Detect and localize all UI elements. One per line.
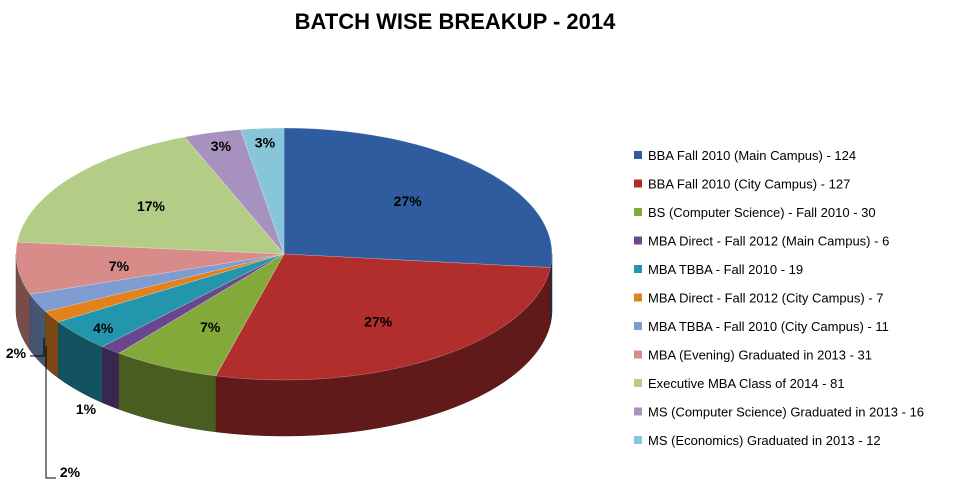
legend-label-5: MBA Direct - Fall 2012 (City Campus) - 7: [648, 291, 884, 306]
leader-line-6: [30, 338, 45, 357]
legend-swatch-1: [634, 179, 642, 188]
legend-swatch-5: [634, 293, 642, 302]
legend: BBA Fall 2010 (Main Campus) - 124 BBA Fal…: [634, 148, 924, 448]
pie-3d: [15, 127, 553, 437]
legend-swatch-6: [634, 322, 642, 330]
legend-swatch-4: [634, 265, 642, 273]
pie-slice-8: [16, 136, 285, 255]
percent-labels: 27% 27% 7% 1% 4% 2% 2% 7% 17% 3% 3%: [6, 135, 422, 481]
legend-swatch-3: [634, 236, 642, 245]
pie-slice-9: [184, 129, 285, 255]
legend-label-4: MBA TBBA - Fall 2010 - 19: [648, 262, 803, 277]
legend-swatch-2: [634, 208, 642, 216]
pie-slice-10: [240, 127, 285, 255]
leader-line-5: [45, 346, 56, 479]
pie-slice-6: [29, 253, 285, 312]
percent-label-3: 1%: [76, 401, 97, 417]
legend-label-9: MS (Computer Science) Graduated in 2013 …: [648, 405, 924, 420]
percent-label-2: 7%: [200, 319, 221, 335]
legend-label-0: BBA Fall 2010 (Main Campus) - 124: [648, 148, 856, 163]
pie-slice-0: [283, 127, 553, 268]
pie-slice-4: [57, 253, 285, 347]
legend-swatch-9: [634, 407, 642, 416]
percent-label-6: 2%: [6, 345, 27, 361]
legend-label-10: MS (Economics) Graduated in 2013 - 12: [648, 433, 881, 448]
legend-label-3: MBA Direct - Fall 2012 (Main Campus) - 6: [648, 234, 889, 249]
legend-label-2: BS (Computer Science) - Fall 2010 - 30: [648, 205, 876, 220]
legend-label-8: Executive MBA Class of 2014 - 81: [648, 376, 845, 391]
percent-label-9: 3%: [211, 138, 232, 154]
legend-label-7: MBA (Evening) Graduated in 2013 - 31: [648, 348, 872, 363]
legend-swatch-0: [634, 151, 642, 159]
pie-slice-2: [118, 253, 285, 377]
leader-lines: [30, 338, 56, 479]
legend-swatch-10: [634, 436, 642, 444]
legend-swatch-8: [634, 379, 642, 387]
pie-slice-1: [215, 253, 551, 381]
legend-label-1: BBA Fall 2010 (City Campus) - 127: [648, 177, 850, 192]
percent-label-8: 17%: [137, 198, 166, 214]
chart-title: BATCH WISE BREAKUP - 2014: [295, 9, 616, 34]
pie-side-5: [45, 310, 59, 379]
percent-label-10: 3%: [255, 135, 276, 151]
pie-slice-7: [15, 241, 285, 295]
percent-label-4: 4%: [93, 320, 114, 336]
percent-label-7: 7%: [109, 258, 130, 274]
percent-label-5: 2%: [60, 464, 81, 480]
legend-swatch-7: [634, 350, 642, 359]
legend-label-6: MBA TBBA - Fall 2010 (City Campus) - 11: [648, 319, 889, 334]
pie-side-3: [102, 346, 120, 410]
percent-label-1: 27%: [364, 313, 393, 329]
percent-label-0: 27%: [394, 193, 423, 209]
